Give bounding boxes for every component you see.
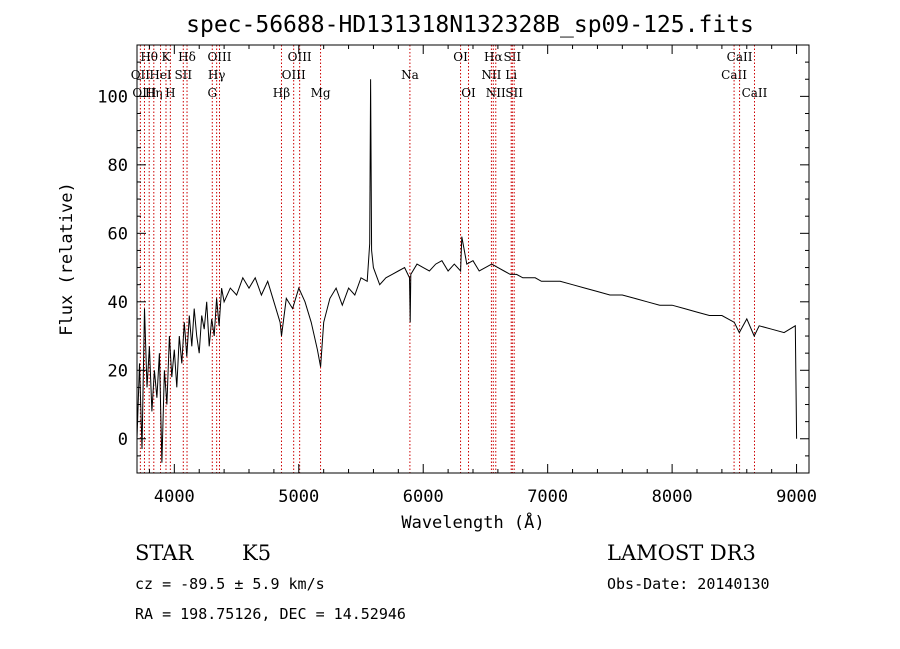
y-tick-label-2: 40 (108, 293, 128, 313)
survey-name: LAMOST DR3 (607, 541, 756, 565)
line-marker-label-22: Li (505, 68, 517, 82)
line-marker-label-6: H (165, 86, 175, 100)
x-tick-label-4: 8000 (652, 487, 693, 507)
spectrum-series-line (136, 79, 798, 463)
line-marker-label-11: OIII (207, 50, 231, 64)
obs-date: Obs-Date: 20140130 (607, 575, 770, 593)
line-markers: OIIOIIIHθHηHeIKHSIIHδGHγOIIIHβOIIIOIIIMg… (131, 45, 768, 473)
line-marker-label-27: CaII (742, 86, 768, 100)
y-axis: 0 20 40 60 80 100 (97, 61, 809, 474)
line-marker-label-19: NII (481, 68, 501, 82)
line-marker-label-20: Hα (484, 50, 503, 64)
y-tick-label-5: 100 (97, 87, 128, 107)
line-marker-label-4: HeI (149, 68, 172, 82)
chart-title: spec-56688-HD131318N132328B_sp09-125.fit… (186, 12, 754, 38)
redshift-cz: cz = -89.5 ± 5.9 km/s (135, 575, 325, 593)
line-marker-label-21: NII (486, 86, 506, 100)
y-tick-label-3: 60 (108, 224, 128, 244)
line-marker-label-26: CaII (727, 50, 753, 64)
object-subclass: K5 (242, 541, 271, 565)
line-marker-label-7: SII (174, 68, 192, 82)
line-marker-label-17: OI (453, 50, 468, 64)
line-marker-label-13: OIII (282, 68, 306, 82)
x-tick-label-3: 7000 (527, 487, 568, 507)
line-marker-label-12: Hβ (273, 86, 290, 100)
object-class: STAR (135, 541, 194, 565)
line-marker-label-0: OII (131, 68, 151, 82)
line-marker-label-23: SII (503, 50, 521, 64)
line-marker-label-10: Hγ (208, 68, 226, 82)
x-axis: 4000 5000 6000 7000 8000 9000 (148, 45, 817, 507)
plot-frame (136, 44, 810, 474)
coordinates: RA = 198.75126, DEC = 14.52946 (135, 605, 406, 623)
line-marker-label-25: CaII (721, 68, 747, 82)
line-marker-label-9: G (207, 86, 217, 100)
y-tick-label-4: 80 (108, 156, 128, 176)
line-marker-label-2: Hθ (140, 50, 158, 64)
x-tick-label-2: 6000 (403, 487, 444, 507)
line-marker-label-5: K (162, 50, 172, 64)
x-tick-label-1: 5000 (278, 487, 319, 507)
line-marker-label-15: Mg (311, 86, 331, 100)
x-tick-label-5: 9000 (776, 487, 817, 507)
line-marker-label-18: OI (461, 86, 476, 100)
x-axis-label: Wavelength (Å) (401, 511, 544, 533)
x-tick-label-0: 4000 (154, 487, 195, 507)
y-axis-label: Flux (relative) (57, 182, 77, 336)
line-marker-label-8: Hδ (178, 50, 196, 64)
line-marker-label-3: Hη (145, 86, 163, 100)
line-marker-label-14: OIII (288, 50, 312, 64)
line-marker-label-24: SII (505, 86, 523, 100)
line-marker-label-16: Na (401, 68, 419, 82)
y-tick-label-1: 20 (108, 361, 128, 381)
y-tick-label-0: 0 (118, 430, 128, 450)
